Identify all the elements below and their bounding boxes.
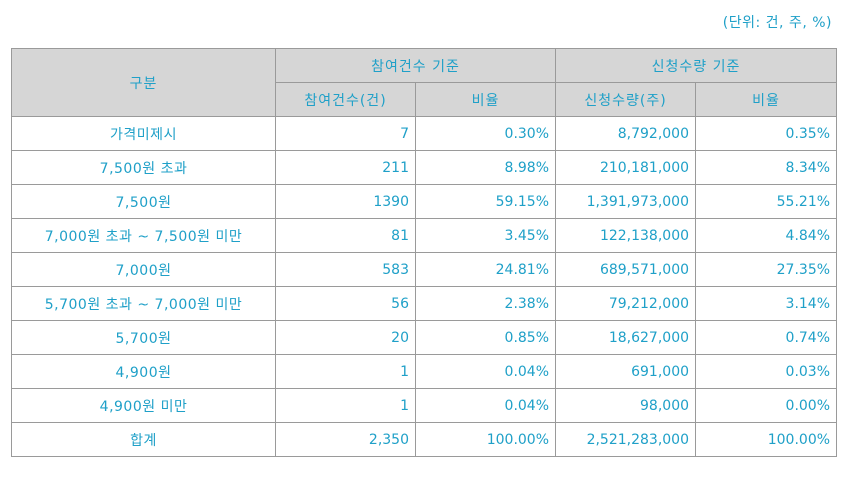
header-participation-ratio: 비율 xyxy=(414,82,557,117)
row-qty: 98,000 xyxy=(555,388,697,423)
row-category: 5,700원 초과 ~ 7,000원 미만 xyxy=(11,286,276,321)
table-row: 7,500원 초과 211 8.98% 210,181,000 8.34% xyxy=(11,150,838,185)
row-qty-ratio: 27.35% xyxy=(695,252,838,287)
row-count: 583 xyxy=(275,252,416,287)
row-count: 81 xyxy=(275,218,416,253)
row-count: 20 xyxy=(275,320,416,355)
row-count: 1390 xyxy=(275,184,416,219)
header-row-sub: 참여건수(건) 비율 신청수량(주) 비율 xyxy=(12,82,838,117)
header-row-top: 구분 참여건수 기준 신청수량 기준 xyxy=(11,48,838,117)
row-count: 56 xyxy=(275,286,416,321)
row-category: 가격미제시 xyxy=(11,116,276,151)
row-category: 4,900원 xyxy=(11,354,276,389)
header-category: 구분 xyxy=(11,48,276,117)
row-count-ratio: 100.00% xyxy=(414,422,557,457)
row-count-ratio: 0.04% xyxy=(414,388,557,423)
table-row: 4,900원 미만 1 0.04% 98,000 0.00% xyxy=(11,388,838,423)
row-qty-ratio: 0.74% xyxy=(695,320,838,355)
row-count: 1 xyxy=(275,388,416,423)
row-count: 7 xyxy=(275,116,416,151)
row-category: 7,000원 초과 ~ 7,500원 미만 xyxy=(11,218,276,253)
row-qty-ratio: 3.14% xyxy=(695,286,838,321)
row-qty-ratio: 100.00% xyxy=(695,422,838,457)
row-qty: 691,000 xyxy=(555,354,697,389)
header-group-participation: 참여건수 기준 xyxy=(274,48,557,83)
row-count-ratio: 0.85% xyxy=(414,320,557,355)
row-qty-ratio: 8.34% xyxy=(695,150,838,185)
header-participation-count: 참여건수(건) xyxy=(275,82,416,117)
table-row: 5,700원 초과 ~ 7,000원 미만 56 2.38% 79,212,00… xyxy=(11,286,838,321)
row-category: 7,000원 xyxy=(11,252,276,287)
table-row: 7,500원 1390 59.15% 1,391,973,000 55.21% xyxy=(11,184,838,219)
row-count-ratio: 0.04% xyxy=(414,354,557,389)
row-qty-ratio: 4.84% xyxy=(695,218,838,253)
row-category: 7,500원 xyxy=(11,184,276,219)
row-qty-ratio: 0.03% xyxy=(695,354,838,389)
table-row: 7,000원 초과 ~ 7,500원 미만 81 3.45% 122,138,0… xyxy=(11,218,838,253)
header-group-quantity: 신청수량 기준 xyxy=(555,48,838,83)
row-category: 4,900원 미만 xyxy=(11,388,276,423)
row-qty: 79,212,000 xyxy=(555,286,697,321)
row-count: 211 xyxy=(275,150,416,185)
table-row: 5,700원 20 0.85% 18,627,000 0.74% xyxy=(11,320,838,355)
row-qty: 122,138,000 xyxy=(555,218,697,253)
row-count: 2,350 xyxy=(275,422,416,457)
unit-note: (단위: 건, 주, %) xyxy=(722,15,832,31)
row-qty-ratio: 0.35% xyxy=(695,116,838,151)
header-quantity-ratio: 비율 xyxy=(695,82,838,117)
total-row: 합계 2,350 100.00% 2,521,283,000 100.00% xyxy=(11,422,838,457)
table-row: 가격미제시 7 0.30% 8,792,000 0.35% xyxy=(11,116,838,151)
row-qty: 2,521,283,000 xyxy=(555,422,697,457)
table-row: 4,900원 1 0.04% 691,000 0.03% xyxy=(11,354,838,389)
row-qty: 18,627,000 xyxy=(555,320,697,355)
row-qty: 210,181,000 xyxy=(555,150,697,185)
row-category: 합계 xyxy=(11,422,276,457)
row-count: 1 xyxy=(275,354,416,389)
row-count-ratio: 3.45% xyxy=(414,218,557,253)
row-qty-ratio: 0.00% xyxy=(695,388,838,423)
demand-forecast-table: 구분 참여건수 기준 신청수량 기준 참여건수(건) 비율 신청수량(주) 비율… xyxy=(11,48,838,457)
row-qty: 1,391,973,000 xyxy=(555,184,697,219)
row-count-ratio: 2.38% xyxy=(414,286,557,321)
row-category: 5,700원 xyxy=(11,320,276,355)
row-count-ratio: 24.81% xyxy=(414,252,557,287)
row-qty: 8,792,000 xyxy=(555,116,697,151)
row-qty-ratio: 55.21% xyxy=(695,184,838,219)
table-row: 7,000원 583 24.81% 689,571,000 27.35% xyxy=(11,252,838,287)
header-quantity: 신청수량(주) xyxy=(555,82,697,117)
row-category: 7,500원 초과 xyxy=(11,150,276,185)
row-count-ratio: 8.98% xyxy=(414,150,557,185)
row-count-ratio: 59.15% xyxy=(414,184,557,219)
row-qty: 689,571,000 xyxy=(555,252,697,287)
row-count-ratio: 0.30% xyxy=(414,116,557,151)
